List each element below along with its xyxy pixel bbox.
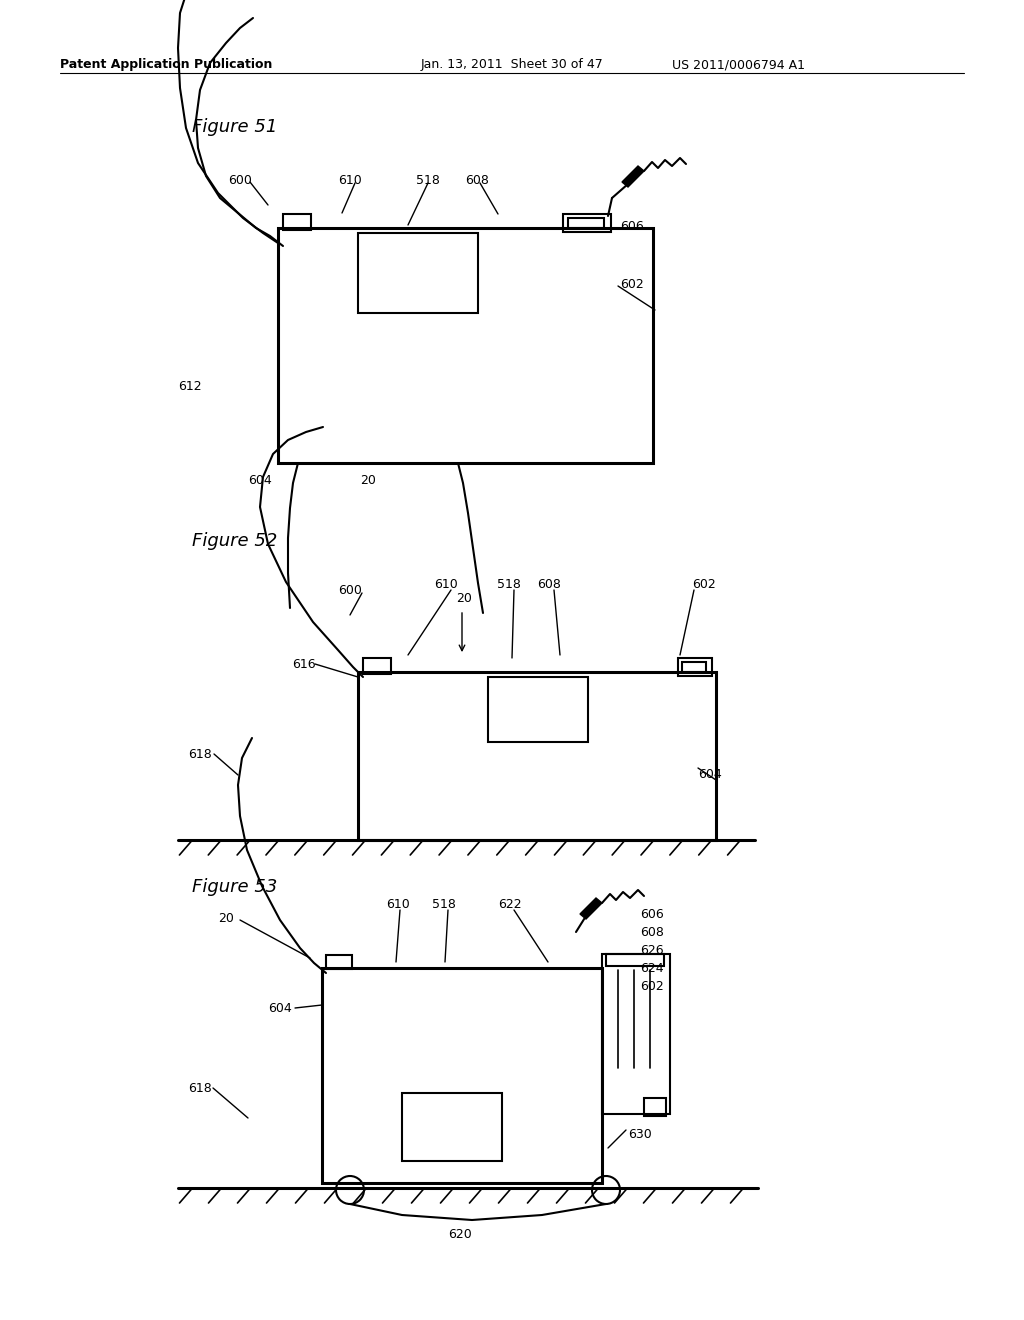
Text: 606: 606 — [640, 908, 664, 921]
Text: 620: 620 — [449, 1228, 472, 1241]
Text: 612: 612 — [178, 380, 202, 393]
Bar — [358, 234, 478, 313]
Text: 600: 600 — [228, 174, 252, 187]
Bar — [283, 214, 311, 230]
Polygon shape — [580, 898, 602, 919]
Bar — [322, 968, 602, 1183]
Bar — [568, 218, 604, 228]
Text: 606: 606 — [620, 220, 644, 234]
Text: 608: 608 — [465, 174, 488, 187]
Bar — [362, 657, 391, 675]
Text: 518: 518 — [416, 174, 440, 187]
Bar — [488, 677, 588, 742]
Text: 20: 20 — [218, 912, 233, 925]
Text: 618: 618 — [188, 1082, 212, 1096]
Text: 622: 622 — [498, 898, 521, 911]
Text: US 2011/0006794 A1: US 2011/0006794 A1 — [672, 58, 805, 71]
Text: 604: 604 — [698, 768, 722, 781]
Text: 616: 616 — [292, 657, 315, 671]
Text: 618: 618 — [188, 748, 212, 762]
Text: 610: 610 — [434, 578, 458, 591]
Text: Jan. 13, 2011  Sheet 30 of 47: Jan. 13, 2011 Sheet 30 of 47 — [421, 58, 603, 71]
Text: 518: 518 — [497, 578, 521, 591]
Text: 624: 624 — [640, 962, 664, 975]
Text: 600: 600 — [338, 583, 361, 597]
Bar — [678, 657, 712, 676]
Text: Figure 52: Figure 52 — [193, 532, 278, 550]
Text: 20: 20 — [456, 591, 472, 605]
Text: Figure 53: Figure 53 — [193, 878, 278, 896]
Text: 602: 602 — [692, 578, 716, 591]
Text: 608: 608 — [640, 927, 664, 939]
Bar — [278, 228, 653, 463]
Text: 518: 518 — [432, 898, 456, 911]
Text: 626: 626 — [640, 944, 664, 957]
Text: 610: 610 — [386, 898, 410, 911]
Text: 602: 602 — [620, 279, 644, 290]
Bar — [358, 672, 716, 840]
Text: 630: 630 — [628, 1129, 651, 1140]
Text: Patent Application Publication: Patent Application Publication — [60, 58, 272, 71]
Text: 604: 604 — [268, 1002, 292, 1015]
Text: 604: 604 — [248, 474, 271, 487]
Bar — [402, 1093, 502, 1162]
Bar — [326, 954, 352, 969]
Text: 20: 20 — [360, 474, 376, 487]
Bar — [606, 954, 664, 966]
Bar — [682, 663, 706, 672]
Bar — [602, 954, 670, 1114]
Bar — [563, 214, 611, 232]
Text: 602: 602 — [640, 979, 664, 993]
Bar — [644, 1098, 666, 1115]
Polygon shape — [622, 166, 644, 187]
Text: 610: 610 — [338, 174, 361, 187]
Text: Figure 51: Figure 51 — [193, 117, 278, 136]
Text: 608: 608 — [537, 578, 561, 591]
